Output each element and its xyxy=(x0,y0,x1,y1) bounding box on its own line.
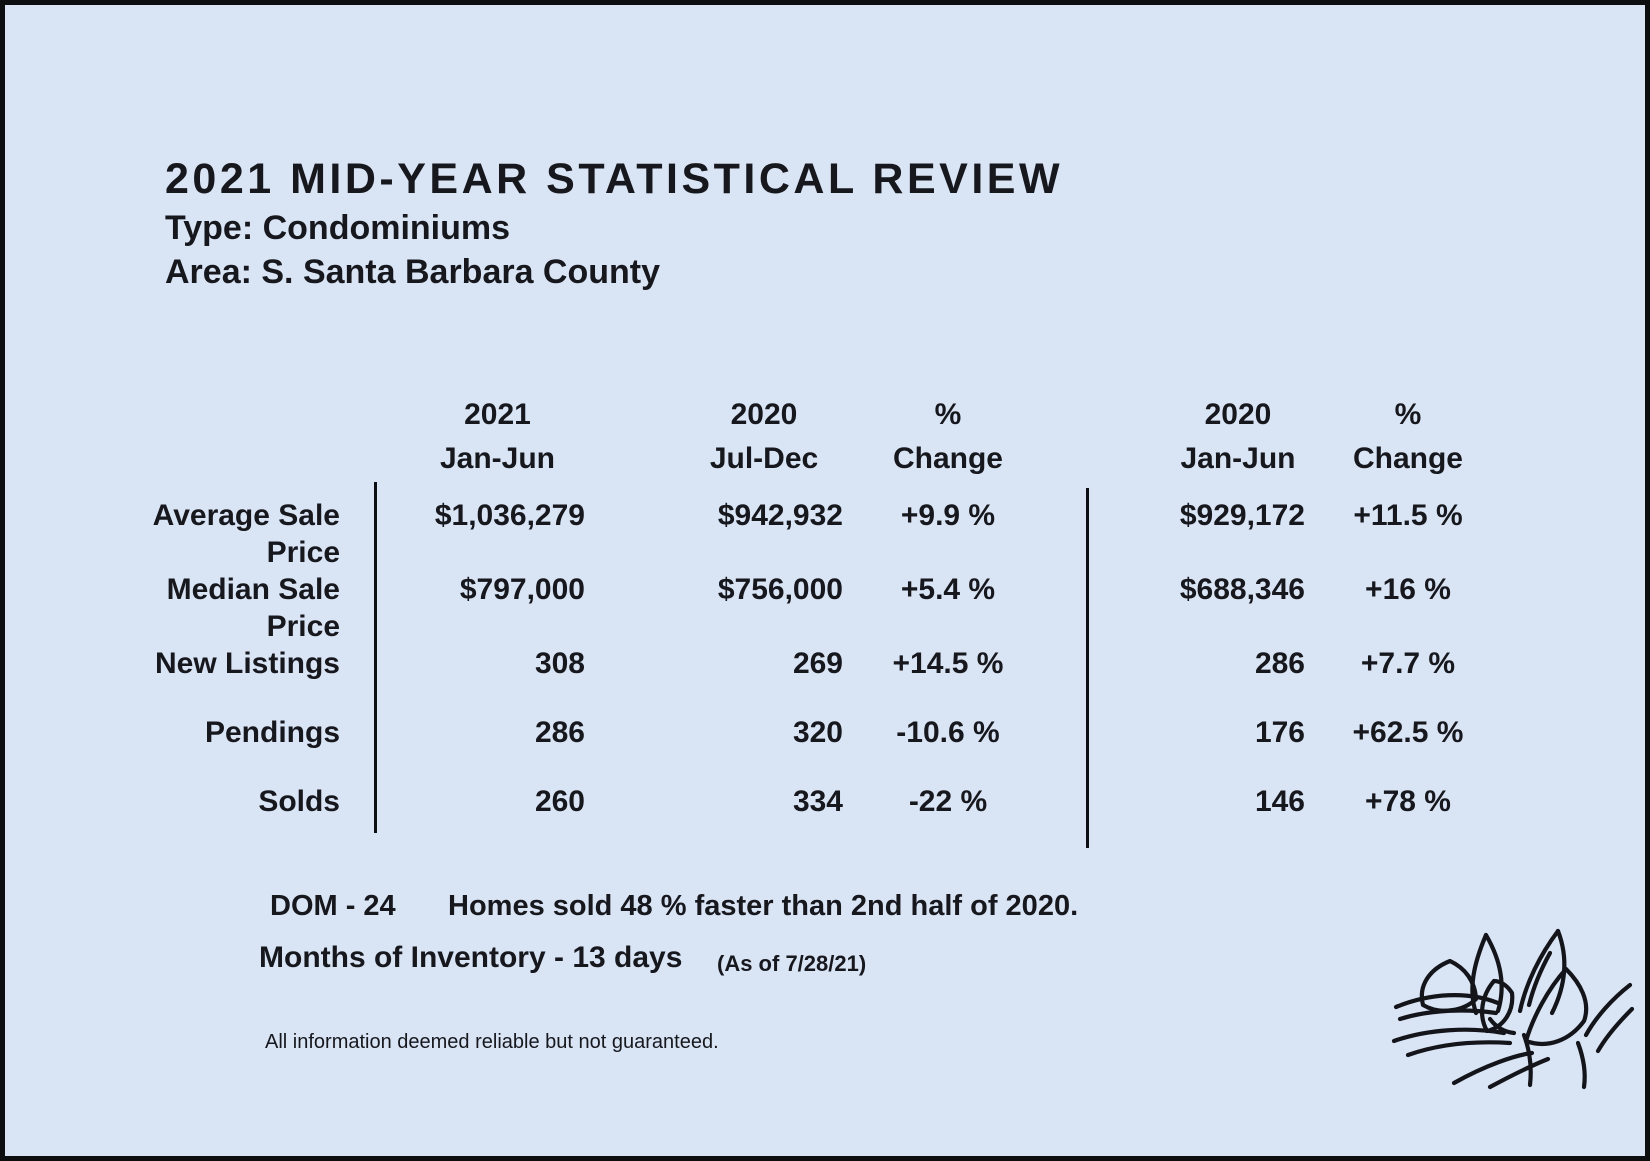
value-pct-change-1: -22 % xyxy=(908,785,988,818)
area-line: Area: S. Santa Barbara County xyxy=(165,253,661,291)
value-pct-change-2: +11.5 % xyxy=(1353,499,1463,532)
lotus-flower-icon xyxy=(1390,923,1635,1093)
column-header-2020-jul-dec: 2020 Jul-Dec xyxy=(635,393,893,481)
value-2020-jul-dec: 269 xyxy=(792,647,843,680)
value-pct-change-1: +14.5 % xyxy=(892,647,1004,680)
column-header-pct-change-1: % Change xyxy=(843,393,1053,481)
value-pct-change-1: +9.9 % xyxy=(900,499,996,532)
column-header-line: Change xyxy=(1352,442,1463,475)
row-label-line: Pendings xyxy=(204,716,340,749)
page-title: 2021 MID-YEAR STATISTICAL REVIEW xyxy=(165,155,1064,203)
column-header-2020-jan-jun: 2020 Jan-Jun xyxy=(1146,393,1330,481)
dom-note: Homes sold 48 % faster than 2nd half of … xyxy=(448,890,1079,922)
stats-table: 2021 Jan-Jun 2020 Jul-Dec % Change 2020 … xyxy=(105,393,1511,852)
value-2020-jan-jun: 286 xyxy=(1254,647,1305,680)
table-row-new-listings: New Listings 308 269 +14.5 % 286 +7.7 % xyxy=(105,645,1511,714)
value-2021-jan-jun: 308 xyxy=(534,647,585,680)
column-header-line: % xyxy=(934,398,962,431)
value-2020-jul-dec: 320 xyxy=(792,716,843,749)
value-pct-change-1: +5.4 % xyxy=(900,573,996,606)
row-label-line: Solds xyxy=(258,785,340,818)
as-of-date: (As of 7/28/21) xyxy=(717,951,867,976)
value-2020-jul-dec: $942,932 xyxy=(717,499,843,532)
column-header-line: Jul-Dec xyxy=(709,442,819,475)
column-header-line: % xyxy=(1394,398,1422,431)
row-label: Pendings xyxy=(105,714,340,751)
value-2021-jan-jun: $797,000 xyxy=(459,573,585,606)
dom-value: DOM - 24 xyxy=(270,890,396,922)
value-2020-jul-dec: $756,000 xyxy=(717,573,843,606)
value-pct-change-2: +62.5 % xyxy=(1352,716,1464,749)
row-label-line: Average Sale xyxy=(152,499,340,532)
row-label-line: Price xyxy=(266,536,340,569)
table-row-median-sale-price: Median Sale Price $797,000 $756,000 +5.4… xyxy=(105,571,1511,645)
table-header-row: 2021 Jan-Jun 2020 Jul-Dec % Change 2020 … xyxy=(105,393,1511,481)
row-label-line: New Listings xyxy=(154,647,340,680)
property-type-line: Type: Condominiums xyxy=(165,209,511,247)
table-row-pendings: Pendings 286 320 -10.6 % 176 +62.5 % xyxy=(105,714,1511,783)
months-of-inventory: Months of Inventory - 13 days xyxy=(259,941,683,974)
row-label: Median Sale Price xyxy=(105,571,340,645)
row-label-line: Price xyxy=(266,610,340,643)
column-header-line: 2020 xyxy=(1204,398,1272,431)
column-header-2021-jan-jun: 2021 Jan-Jun xyxy=(410,393,585,481)
row-label: New Listings xyxy=(105,645,340,682)
value-pct-change-2: +7.7 % xyxy=(1360,647,1456,680)
value-2021-jan-jun: $1,036,279 xyxy=(434,499,585,532)
table-row-solds: Solds 260 334 -22 % 146 +78 % xyxy=(105,783,1511,852)
column-header-line: Change xyxy=(892,442,1003,475)
value-pct-change-1: -10.6 % xyxy=(896,716,1000,749)
table-row-average-sale-price: Average Sale Price $1,036,279 $942,932 +… xyxy=(105,497,1511,571)
value-2020-jan-jun: 146 xyxy=(1254,785,1305,818)
column-header-pct-change-2: % Change xyxy=(1305,393,1511,481)
row-label: Average Sale Price xyxy=(105,497,340,571)
value-2020-jan-jun: $929,172 xyxy=(1179,499,1305,532)
table-divider-right xyxy=(1086,488,1089,848)
row-label: Solds xyxy=(105,783,340,820)
value-2020-jan-jun: 176 xyxy=(1254,716,1305,749)
value-pct-change-2: +78 % xyxy=(1365,785,1451,818)
value-2021-jan-jun: 260 xyxy=(534,785,585,818)
disclaimer-text: All information deemed reliable but not … xyxy=(265,1031,719,1053)
column-header-line: Jan-Jun xyxy=(1180,442,1296,475)
value-2020-jan-jun: $688,346 xyxy=(1179,573,1305,606)
value-2020-jul-dec: 334 xyxy=(792,785,843,818)
column-header-line: 2021 xyxy=(464,398,531,431)
column-header-line: 2020 xyxy=(730,398,798,431)
table-divider-left xyxy=(374,482,377,833)
row-label-line: Median Sale xyxy=(166,573,340,606)
column-header-line: Jan-Jun xyxy=(439,442,556,475)
value-2021-jan-jun: 286 xyxy=(534,716,585,749)
value-pct-change-2: +16 % xyxy=(1365,573,1451,606)
